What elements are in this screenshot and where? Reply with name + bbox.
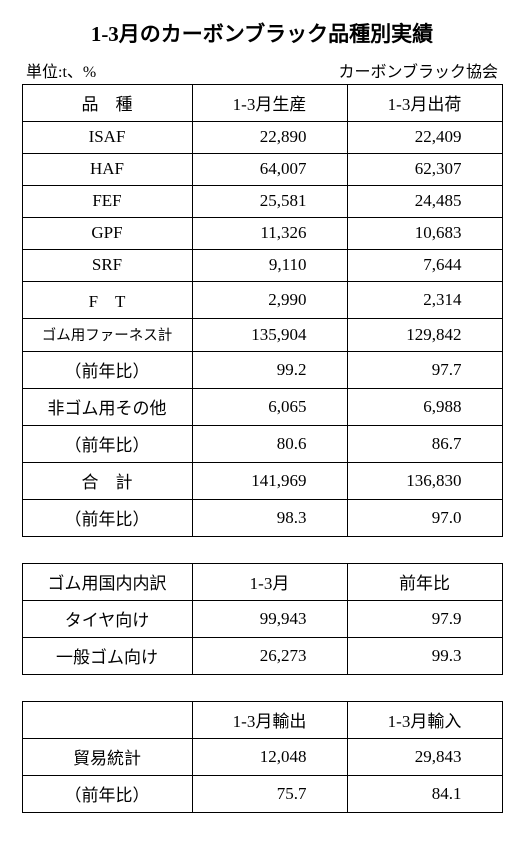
cell-value: 135,904 (192, 319, 347, 352)
cell-value: 75.7 (192, 776, 347, 813)
table-row: （前年比）75.784.1 (22, 776, 502, 813)
cell-value: 64,007 (192, 154, 347, 186)
cell-value: 6,988 (347, 389, 502, 426)
col-header: 前年比 (347, 564, 502, 601)
cell-value: 2,314 (347, 282, 502, 319)
row-label: （前年比） (22, 426, 192, 463)
row-label: F T (22, 282, 192, 319)
col-header: 1-3月生産 (192, 85, 347, 122)
table-trade: 1-3月輸出1-3月輸入貿易統計12,04829,843（前年比）75.784.… (22, 701, 503, 813)
page-title: 1-3月のカーボンブラック品種別実績 (20, 18, 504, 48)
cell-value: 141,969 (192, 463, 347, 500)
cell-value: 9,110 (192, 250, 347, 282)
cell-value: 24,485 (347, 186, 502, 218)
cell-value: 80.6 (192, 426, 347, 463)
cell-value: 97.0 (347, 500, 502, 537)
cell-value: 98.3 (192, 500, 347, 537)
cell-value: 97.7 (347, 352, 502, 389)
row-label: 一般ゴム向け (22, 638, 192, 675)
cell-value: 99.3 (347, 638, 502, 675)
table-row: ISAF22,89022,409 (22, 122, 502, 154)
cell-value: 84.1 (347, 776, 502, 813)
cell-value: 62,307 (347, 154, 502, 186)
col-header-label: 品 種 (22, 85, 192, 122)
table-row: （前年比）80.686.7 (22, 426, 502, 463)
subheader-row: 単位:t、% カーボンブラック協会 (26, 58, 498, 82)
row-label: （前年比） (22, 500, 192, 537)
cell-value: 22,890 (192, 122, 347, 154)
cell-value: 99,943 (192, 601, 347, 638)
cell-value: 22,409 (347, 122, 502, 154)
table-domestic: ゴム用国内内訳1-3月前年比タイヤ向け99,94397.9一般ゴム向け26,27… (22, 563, 503, 675)
col-header: 1-3月輸入 (347, 702, 502, 739)
col-header-label (22, 702, 192, 739)
row-label: SRF (22, 250, 192, 282)
cell-value: 25,581 (192, 186, 347, 218)
table-row: GPF11,32610,683 (22, 218, 502, 250)
unit-label: 単位:t、% (26, 58, 96, 82)
cell-value: 26,273 (192, 638, 347, 675)
cell-value: 86.7 (347, 426, 502, 463)
row-label: （前年比） (22, 352, 192, 389)
row-label: GPF (22, 218, 192, 250)
table-row: 合 計141,969136,830 (22, 463, 502, 500)
cell-value: 2,990 (192, 282, 347, 319)
col-header-label: ゴム用国内内訳 (22, 564, 192, 601)
table-row: ゴム用ファーネス計135,904129,842 (22, 319, 502, 352)
cell-value: 12,048 (192, 739, 347, 776)
table-row: SRF9,1107,644 (22, 250, 502, 282)
row-label: 貿易統計 (22, 739, 192, 776)
table-row: （前年比）99.297.7 (22, 352, 502, 389)
row-label: 非ゴム用その他 (22, 389, 192, 426)
table-row: 非ゴム用その他6,0656,988 (22, 389, 502, 426)
table-row: F T2,9902,314 (22, 282, 502, 319)
source-label: カーボンブラック協会 (338, 58, 498, 82)
row-label: （前年比） (22, 776, 192, 813)
table-row: （前年比）98.397.0 (22, 500, 502, 537)
table-row: 貿易統計12,04829,843 (22, 739, 502, 776)
cell-value: 6,065 (192, 389, 347, 426)
col-header: 1-3月 (192, 564, 347, 601)
table-row: FEF25,58124,485 (22, 186, 502, 218)
col-header: 1-3月輸出 (192, 702, 347, 739)
table-row: HAF64,00762,307 (22, 154, 502, 186)
col-header: 1-3月出荷 (347, 85, 502, 122)
cell-value: 11,326 (192, 218, 347, 250)
cell-value: 136,830 (347, 463, 502, 500)
row-label: 合 計 (22, 463, 192, 500)
table-row: タイヤ向け99,94397.9 (22, 601, 502, 638)
row-label: ゴム用ファーネス計 (22, 319, 192, 352)
cell-value: 7,644 (347, 250, 502, 282)
cell-value: 97.9 (347, 601, 502, 638)
row-label: タイヤ向け (22, 601, 192, 638)
table-main: 品 種1-3月生産1-3月出荷ISAF22,89022,409HAF64,007… (22, 84, 503, 537)
row-label: HAF (22, 154, 192, 186)
row-label: ISAF (22, 122, 192, 154)
cell-value: 129,842 (347, 319, 502, 352)
cell-value: 99.2 (192, 352, 347, 389)
cell-value: 29,843 (347, 739, 502, 776)
table-row: 一般ゴム向け26,27399.3 (22, 638, 502, 675)
row-label: FEF (22, 186, 192, 218)
cell-value: 10,683 (347, 218, 502, 250)
